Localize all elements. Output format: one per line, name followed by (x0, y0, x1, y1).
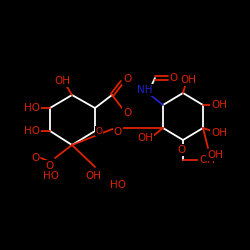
Text: HO: HO (43, 171, 59, 181)
Text: HO: HO (24, 103, 40, 113)
Text: OH: OH (211, 100, 227, 110)
Text: HO: HO (24, 126, 40, 136)
Text: OH: OH (54, 76, 70, 86)
Text: O: O (177, 145, 185, 155)
Text: O: O (96, 126, 102, 136)
Text: OH: OH (85, 171, 101, 181)
Text: NH: NH (137, 85, 153, 95)
Text: OH: OH (207, 150, 223, 160)
Text: OH: OH (180, 75, 196, 85)
Text: HO: HO (110, 180, 126, 190)
Text: O: O (170, 73, 178, 83)
Text: O: O (123, 74, 131, 84)
Text: O: O (31, 153, 39, 163)
Text: OH: OH (211, 128, 227, 138)
Text: O: O (114, 127, 122, 137)
Text: OH: OH (137, 133, 153, 143)
Text: O: O (123, 108, 131, 118)
Text: O: O (45, 161, 53, 171)
Text: OH: OH (199, 155, 215, 165)
